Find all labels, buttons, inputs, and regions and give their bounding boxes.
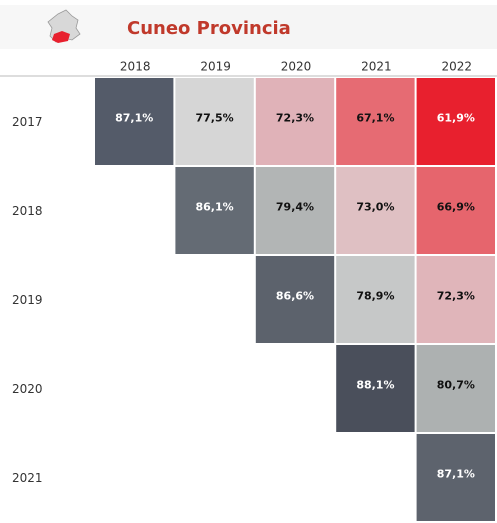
row-header: 2017	[12, 115, 43, 129]
heatmap-cell	[95, 78, 174, 165]
column-header: 2020	[281, 60, 312, 74]
row-header: 2020	[12, 382, 43, 396]
cell-label: 73,0%	[356, 201, 394, 214]
column-header: 2018	[120, 60, 151, 74]
cell-label: 72,3%	[276, 112, 314, 125]
heatmap-cell	[255, 167, 335, 254]
heatmap-cell	[255, 256, 335, 343]
heatmap-cell	[416, 78, 495, 165]
cell-label: 86,1%	[196, 201, 234, 214]
heatmap-cell	[336, 167, 415, 254]
heatmap-cell	[336, 256, 415, 343]
heatmap-cell	[336, 345, 415, 432]
cell-label: 80,7%	[437, 379, 475, 392]
chart-title: Cuneo Provincia	[127, 18, 291, 39]
cell-label: 72,3%	[437, 290, 475, 303]
heatmap-cell	[416, 434, 495, 521]
cell-label: 87,1%	[437, 468, 475, 481]
cell-label: 79,4%	[276, 201, 314, 214]
heatmap-cell	[416, 167, 495, 254]
cell-label: 77,5%	[196, 112, 234, 125]
heatmap-cell	[416, 345, 495, 432]
column-header: 2019	[200, 60, 231, 74]
heatmap-cell	[175, 167, 254, 254]
heatmap-cell	[255, 78, 335, 165]
heatmap-cell	[175, 78, 254, 165]
cell-label: 86,6%	[276, 290, 314, 303]
header-band	[120, 5, 497, 49]
cell-label: 87,1%	[115, 112, 153, 125]
row-header: 2021	[12, 471, 43, 485]
cell-label: 78,9%	[356, 290, 394, 303]
region-icon	[47, 9, 81, 43]
column-header: 2022	[442, 60, 473, 74]
heatmap-cell	[336, 78, 415, 165]
row-header: 2018	[12, 204, 43, 218]
cell-label: 61,9%	[437, 112, 475, 125]
cell-label: 88,1%	[356, 379, 394, 392]
column-header: 2021	[361, 60, 392, 74]
cell-label: 66,9%	[437, 201, 475, 214]
row-header: 2019	[12, 293, 43, 307]
cell-label: 67,1%	[356, 112, 394, 125]
heatmap-cell	[416, 256, 495, 343]
